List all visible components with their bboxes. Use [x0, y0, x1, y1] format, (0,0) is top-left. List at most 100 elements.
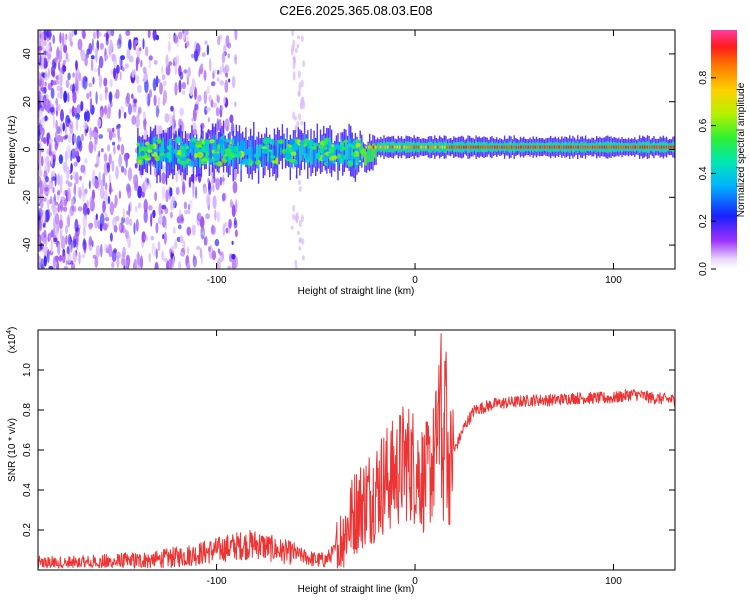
- spectrogram-peak-cell: [598, 145, 601, 149]
- spectrogram-band-core: [511, 143, 514, 152]
- spectrogram-peak-cell: [396, 145, 398, 149]
- spectrogram-noise-cell: [89, 127, 92, 141]
- spectrogram-noise-cell: [194, 86, 197, 101]
- spectrogram-band-blob: [288, 139, 296, 146]
- spectrogram-noise-cell: [165, 54, 169, 68]
- spectrogram-peak-cell: [646, 145, 648, 149]
- spectrogram-band-core: [238, 135, 241, 155]
- spectrogram-noise-cell: [113, 145, 116, 155]
- spectrogram-peak-cell: [496, 145, 498, 149]
- spectrogram-noise-cell: [294, 259, 298, 267]
- spectrogram-band-core: [554, 141, 557, 153]
- spectrogram-band-core: [578, 143, 580, 151]
- spectrogram-noise-cell: [197, 94, 202, 102]
- spectrogram-peak-cell: [441, 145, 444, 149]
- spectrogram-noise-cell: [207, 246, 211, 252]
- spectrogram-noise-cell: [88, 141, 94, 154]
- spectrogram-noise-cell: [65, 79, 70, 89]
- spectrogram-noise-cell: [43, 229, 47, 238]
- spectrogram-noise-cell: [195, 42, 201, 57]
- spectrogram-noise-cell: [187, 246, 190, 256]
- spectrogram-noise-cell: [133, 106, 137, 113]
- spectrogram-band-blob: [212, 153, 220, 159]
- spectrogram-band-core: [545, 142, 547, 152]
- spectrogram-noise-cell: [48, 265, 54, 269]
- spectrogram-noise-cell: [231, 240, 234, 245]
- spectrogram-band-core: [626, 143, 628, 151]
- spectrogram-noise-cell: [52, 34, 55, 44]
- spectrogram-noise-cell: [155, 248, 158, 260]
- spectrogram-noise-cell: [113, 67, 116, 79]
- spectrogram-noise-cell: [73, 205, 77, 213]
- spectrogram-band-blob: [211, 149, 216, 154]
- spectrogram-y-ticks: -40 -20 0 20 40: [22, 48, 675, 252]
- spectrogram-noise-cell: [38, 91, 41, 96]
- spectrogram-noise-cell: [296, 43, 300, 49]
- spectrogram-noise-cell: [185, 133, 190, 140]
- spectrogram-noise-cell: [38, 110, 43, 116]
- spectrogram-noise-cell: [59, 122, 63, 136]
- spectrogram-noise-cell: [191, 117, 194, 122]
- spectrogram-band-core: [635, 143, 638, 151]
- spectrogram-noise-cell: [152, 30, 157, 41]
- spectrogram-noise-cell: [64, 124, 67, 135]
- spectrogram-band-core: [388, 141, 390, 153]
- spectrogram-band-core: [211, 135, 214, 161]
- spectrogram-noise-cell: [186, 70, 190, 83]
- spectrogram-band-core: [348, 135, 350, 159]
- spectrogram-peak-cell: [544, 145, 546, 149]
- spectrogram-noise-cell: [217, 35, 221, 46]
- spectrogram-noise-cell: [45, 98, 51, 113]
- spectrogram-noise-cell: [217, 77, 220, 82]
- spectrogram-noise-cell: [54, 207, 58, 213]
- spectrogram-noise-cell: [234, 229, 238, 238]
- spectrogram-band-blob: [343, 140, 348, 143]
- spectrogram-band-core: [673, 141, 675, 153]
- snr-series-line: [38, 333, 675, 569]
- spectrogram-noise-cell: [43, 137, 47, 144]
- spectrogram-noise-cell: [89, 97, 93, 110]
- spectrogram-noise-cell: [52, 256, 57, 269]
- spectrogram-noise-cell: [218, 118, 222, 132]
- spectrogram-noise-cell: [50, 195, 53, 205]
- spectrogram-band-core: [199, 150, 201, 168]
- spectrogram-noise-cell: [73, 30, 78, 36]
- spectrogram-peak-cell: [625, 145, 627, 149]
- spectrogram-noise-cell: [43, 255, 47, 267]
- spectrogram-noise-cell: [38, 151, 41, 161]
- spectrogram-peak-cell: [558, 145, 560, 149]
- spectrogram-noise-cell: [65, 180, 70, 185]
- spectrogram-noise-cell: [57, 92, 62, 99]
- spectrogram-noise-cell: [210, 81, 216, 87]
- spectrogram-noise-cell: [298, 179, 301, 186]
- spectrogram-noise-cell: [200, 230, 205, 236]
- spectrogram-noise-cell: [229, 114, 234, 124]
- spectrogram-peak-cell: [608, 145, 610, 149]
- spectrogram-band-blob: [229, 151, 234, 159]
- spectrogram-noise-cell: [119, 71, 122, 81]
- spectrogram-noise-cell: [71, 205, 75, 212]
- spectrogram-noise-cell: [48, 180, 54, 190]
- spectrogram-band-core: [256, 144, 258, 161]
- spectrogram-band-core: [535, 141, 538, 153]
- colorbar-ticks: 0.0 0.2 0.4 0.6 0.8: [698, 70, 716, 276]
- spectrogram-noise-cell: [108, 153, 112, 165]
- spectrogram-noise-cell: [109, 232, 113, 242]
- spectrogram-peak-cell: [586, 145, 589, 149]
- spectrogram-peak-cell: [501, 145, 503, 149]
- snr-y-tick-label: 0.4: [22, 483, 33, 497]
- spectrogram-noise-cell: [51, 150, 57, 155]
- spectrogram-band-core: [305, 141, 307, 155]
- spectrogram-noise-cell: [219, 80, 225, 86]
- spectrogram-noise-cell: [215, 107, 220, 117]
- spectrogram-band-core: [588, 142, 590, 152]
- spectrogram-noise-cell: [44, 70, 49, 81]
- spectrogram-band-core: [310, 140, 312, 165]
- spectrogram-peak-cell: [560, 145, 563, 149]
- spectrogram-noise-cell: [60, 136, 64, 143]
- spectrogram-noise-cell: [55, 97, 59, 106]
- spectrogram-noise-cell: [92, 169, 96, 184]
- spectrogram-band-core: [203, 147, 206, 163]
- spectrogram-band-blob: [354, 156, 360, 162]
- spectrogram-peak-cell: [589, 145, 591, 149]
